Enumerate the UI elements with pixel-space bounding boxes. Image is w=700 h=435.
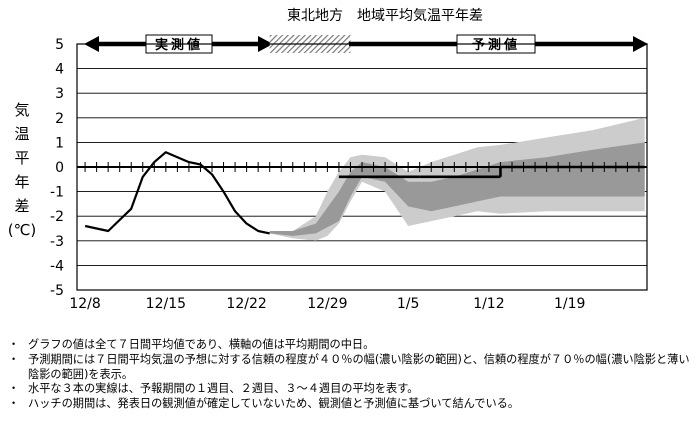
note-bullet: ・ <box>8 352 20 366</box>
x-tick-label: 1/5 <box>397 296 420 312</box>
chart: 東北地方 地域平均気温平年差 実測値 予測値 気温平年差 (℃) 5 4 3 2 1 0 -1… <box>8 8 648 312</box>
notes: ・ グラフの値は全て７日間平均値であり、横軸の値は平均期間の中日。 ・ 予測期間… <box>8 338 698 412</box>
x-tick-label: 12/8 <box>69 296 100 312</box>
observed-label: 実測値 <box>155 37 203 53</box>
y-tick-label: 1 <box>55 135 64 151</box>
y-axis-label-char: 差 <box>14 197 29 215</box>
note-text: ハッチの期間は、発表日の観測値が確定していないため、観測値と予測値に基づいて結ん… <box>28 397 520 411</box>
x-tick-label: 1/12 <box>473 296 504 312</box>
y-tick-label: 4 <box>55 62 64 78</box>
y-tick-label: -4 <box>50 258 64 274</box>
y-axis-label-char: (℃) <box>8 221 37 239</box>
note-text: 水平な３本の実線は、予報期間の１週目、２週目、３～４週目の平均を表す。 <box>28 382 419 396</box>
forecast-label: 予測値 <box>472 37 520 53</box>
data-lines <box>84 151 645 235</box>
y-tick-label: 5 <box>55 37 64 53</box>
y-axis-label-char: 平 <box>14 149 29 167</box>
observed-line <box>84 151 270 235</box>
y-axis-label-char: 気 <box>14 101 29 119</box>
note-text: 予測期間には７日間平均気温の予想に対する信頼の程度が４０％の幅(濃い陰影の範囲)… <box>28 352 690 381</box>
note-text: グラフの値は全て７日間平均値であり、横軸の値は平均期間の中日。 <box>28 338 375 351</box>
y-tick-label: -3 <box>50 234 64 250</box>
y-axis-label-char: 温 <box>14 125 29 143</box>
y-axis-label: 気温平年差 (℃) <box>8 101 37 239</box>
y-tick-label: 3 <box>55 86 64 102</box>
plot-frame <box>76 43 648 291</box>
y-axis-label-char: 年 <box>14 173 29 191</box>
note-item: ・ 水平な３本の実線は、予報期間の１週目、２週目、３～４週目の平均を表す。 <box>8 382 698 397</box>
chart-title: 東北地方 地域平均気温平年差 <box>287 8 483 24</box>
y-tick-label: 0 <box>55 160 64 176</box>
note-item: ・ 予測期間には７日間平均気温の予想に対する信頼の程度が４０％の幅(濃い陰影の範… <box>8 353 698 383</box>
note-item: ・ グラフの値は全て７日間平均値であり、横軸の値は平均期間の中日。 <box>8 338 698 353</box>
x-tick-label: 1/19 <box>554 296 585 312</box>
y-tick-label: 2 <box>55 111 64 127</box>
note-item: ・ ハッチの期間は、発表日の観測値が確定していないため、観測値と予測値に基づいて… <box>8 397 698 412</box>
y-tick-label: -5 <box>50 283 64 299</box>
x-tick-label: 12/15 <box>146 296 186 312</box>
y-tick-label: -1 <box>50 185 64 201</box>
note-bullet: ・ <box>8 382 20 396</box>
y-tick-labels: 5 4 3 2 1 0 -1 -2 -3 -4 -5 <box>50 37 64 299</box>
note-bullet: ・ <box>8 338 20 351</box>
x-tick-label: 12/22 <box>226 296 266 312</box>
x-tick-labels: 12/8 12/15 12/22 12/29 1/5 1/12 1/19 <box>69 296 585 312</box>
note-bullet: ・ <box>8 397 20 411</box>
y-tick-label: -2 <box>50 209 64 225</box>
confidence-bands <box>269 117 645 241</box>
x-tick-label: 12/29 <box>307 296 347 312</box>
